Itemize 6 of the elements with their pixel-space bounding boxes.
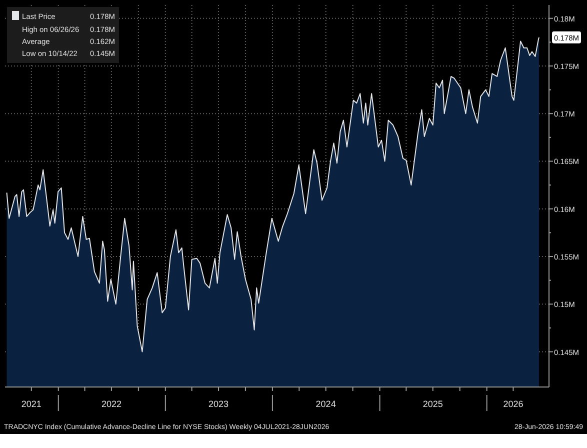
x-tick-label: 2023 (208, 399, 229, 409)
x-tick-label: 2024 (316, 399, 336, 409)
x-tick-label: 2026 (503, 399, 524, 409)
x-tick-label: 2025 (422, 399, 443, 409)
x-tick-label: 2022 (101, 399, 122, 409)
x-tick-label: 2021 (21, 399, 42, 409)
